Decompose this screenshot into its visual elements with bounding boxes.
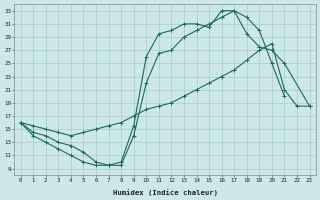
X-axis label: Humidex (Indice chaleur): Humidex (Indice chaleur) [113, 189, 218, 196]
